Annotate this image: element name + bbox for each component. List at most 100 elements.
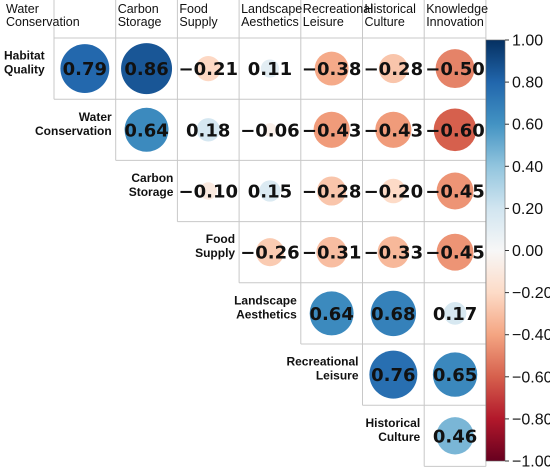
column-header-label: Conservation xyxy=(6,15,80,29)
row-label: Carbon xyxy=(131,171,173,185)
colorbar-tick-label: −0.40 xyxy=(512,327,550,344)
correlation-circle xyxy=(432,352,478,397)
row-label: Aesthetics xyxy=(236,307,297,321)
correlation-value: 0.64 xyxy=(309,304,353,325)
correlation-cell: −0.43 xyxy=(302,111,362,148)
correlation-circle xyxy=(263,123,277,137)
column-header-label: Innovation xyxy=(426,15,484,29)
correlation-value: 0.68 xyxy=(371,304,415,325)
correlation-cell: 0.64 xyxy=(124,107,169,152)
correlation-circle xyxy=(317,176,347,206)
colorbar-tick-label: 1.00 xyxy=(512,33,543,50)
correlation-cell: 0.17 xyxy=(433,302,477,325)
correlation-value: 0.76 xyxy=(371,365,415,386)
correlation-cell: −0.50 xyxy=(425,49,485,89)
row-label: Landscape xyxy=(234,293,297,307)
correlation-value: 0.64 xyxy=(124,120,168,141)
correlation-cell: 0.64 xyxy=(309,291,354,336)
correlation-value: −0.28 xyxy=(302,182,362,203)
correlation-value: −0.31 xyxy=(302,243,362,264)
correlation-circle xyxy=(196,118,220,142)
correlation-value: 0.11 xyxy=(248,59,292,80)
row-label: Historical xyxy=(366,416,421,430)
correlation-value: −0.21 xyxy=(179,59,239,80)
column-header-label: Leisure xyxy=(303,15,344,29)
correlation-circle xyxy=(60,44,110,94)
correlation-value: −0.28 xyxy=(364,59,424,80)
correlation-cell: 0.18 xyxy=(186,118,230,142)
correlation-circle xyxy=(436,233,474,271)
colorbar-tick-label: 0.60 xyxy=(512,117,543,134)
correlation-value: 0.18 xyxy=(186,120,230,141)
colorbar-tick-label: −1.00 xyxy=(512,454,550,471)
correlation-cell: 0.11 xyxy=(248,59,292,80)
row-label: Storage xyxy=(129,185,174,199)
correlation-value: −0.43 xyxy=(364,120,424,141)
correlation-cell: 0.65 xyxy=(432,352,478,397)
correlation-value: −0.06 xyxy=(240,120,300,141)
correlation-value: −0.26 xyxy=(240,243,300,264)
correlation-value: −0.43 xyxy=(302,120,362,141)
correlation-cell: −0.26 xyxy=(240,238,300,267)
correlation-circle xyxy=(316,236,347,268)
correlation-circle xyxy=(370,290,417,337)
correlation-circle xyxy=(314,51,349,86)
correlation-circle xyxy=(255,238,284,267)
colorbar-tick-label: 0.00 xyxy=(512,243,543,260)
colorbar-tick-label: 0.80 xyxy=(512,75,543,92)
row-label: Conservation xyxy=(35,124,112,138)
correlation-value: 0.46 xyxy=(433,426,477,447)
correlation-value: −0.50 xyxy=(425,59,485,80)
correlation-circle xyxy=(309,291,354,336)
correlation-circle xyxy=(260,59,280,78)
correlation-circle xyxy=(436,417,474,455)
correlation-cell: −0.33 xyxy=(364,236,424,268)
colorbar-tick-label: 0.40 xyxy=(512,159,543,176)
correlation-cell: −0.45 xyxy=(425,233,485,271)
correlation-cell: −0.21 xyxy=(179,55,239,82)
correlation-cell: 0.15 xyxy=(248,180,292,203)
column-header-label: Recreational xyxy=(303,2,373,16)
correlation-cell: −0.28 xyxy=(364,54,424,84)
column-header-label: Food xyxy=(179,2,208,16)
correlation-value: 0.15 xyxy=(248,182,292,203)
correlation-circle xyxy=(433,108,477,152)
correlation-circle xyxy=(121,43,173,95)
column-header-label: Carbon xyxy=(118,2,159,16)
correlation-value: 0.17 xyxy=(433,304,477,325)
row-label: Quality xyxy=(4,63,45,77)
correlation-value: −0.33 xyxy=(364,243,424,264)
correlation-cell: 0.76 xyxy=(369,350,418,399)
correlation-cell: −0.43 xyxy=(364,111,424,148)
row-label: Water xyxy=(79,110,112,124)
correlation-cell: 0.86 xyxy=(121,43,173,95)
correlation-value: 0.65 xyxy=(433,365,477,386)
correlation-circle xyxy=(435,49,475,89)
correlation-cell: −0.06 xyxy=(240,120,300,141)
correlation-value: −0.60 xyxy=(425,120,485,141)
colorbar-tick-label: −0.20 xyxy=(512,285,550,302)
column-header-label: Aesthetics xyxy=(241,15,299,29)
column-header-label: Supply xyxy=(179,15,218,29)
row-label: Recreational xyxy=(286,355,358,369)
column-header-label: Historical xyxy=(365,2,416,16)
correlation-circle xyxy=(369,350,418,399)
correlation-circle xyxy=(381,178,406,204)
correlation-cell: −0.38 xyxy=(302,51,361,86)
correlation-cell: 0.46 xyxy=(433,417,477,455)
row-label: Food xyxy=(206,232,235,246)
correlation-cell: −0.10 xyxy=(179,182,239,203)
column-header-label: Culture xyxy=(365,15,405,29)
correlation-value: −0.10 xyxy=(179,182,239,203)
correlation-cell: 0.68 xyxy=(370,290,417,337)
correlation-value: −0.45 xyxy=(425,243,485,264)
row-label: Culture xyxy=(378,430,420,444)
colorbar: 1.00 0.80 0.60 0.40 0.20 0.00 −0.20 −0.40 −0.60 −… xyxy=(485,33,550,471)
correlation-circle xyxy=(443,302,467,325)
correlation-circle xyxy=(378,54,408,84)
correlation-circle xyxy=(195,55,221,82)
correlation-circle xyxy=(199,182,217,200)
row-label: Habitat xyxy=(4,49,45,63)
